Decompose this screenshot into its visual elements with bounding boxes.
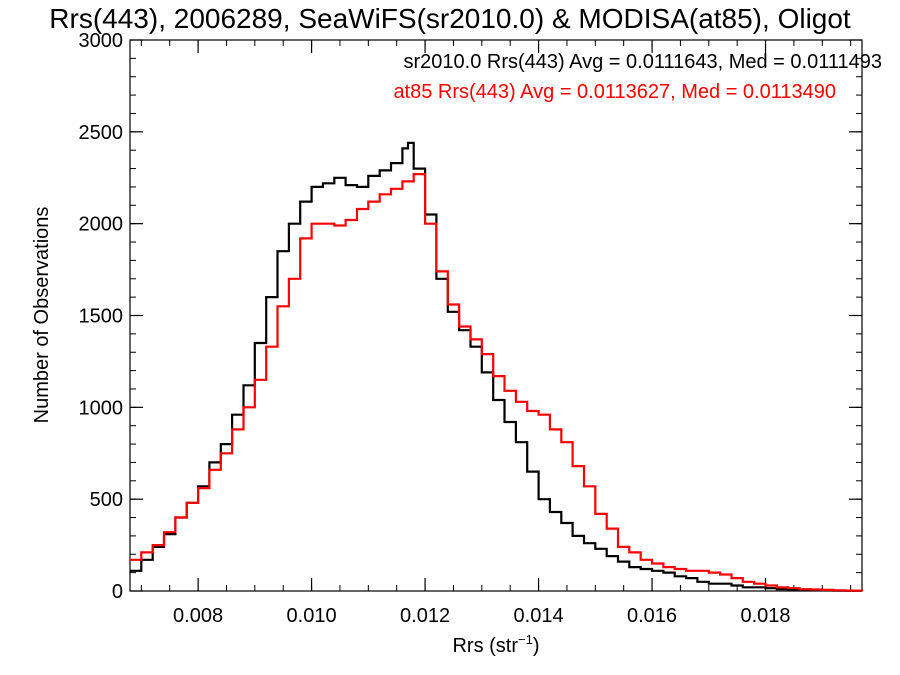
y-tick-label: 3000 (79, 30, 124, 52)
x-axis-label: Rrs (str−1) (452, 632, 539, 657)
x-axis-label-sup: −1 (518, 632, 533, 647)
x-axis-label-base: Rrs (str (452, 635, 518, 657)
x-axis-label-close: ) (533, 635, 540, 657)
y-tick-label: 0 (112, 581, 123, 603)
y-tick-label: 1000 (79, 397, 124, 419)
x-tick-label: 0.014 (514, 605, 564, 627)
y-tick-label: 2000 (79, 214, 124, 236)
plot-area (129, 39, 863, 592)
annotation-at85: at85 Rrs(443) Avg = 0.0113627, Med = 0.0… (393, 81, 836, 103)
x-tick-label: 0.010 (287, 605, 337, 627)
y-tick-label: 1500 (79, 306, 124, 328)
y-tick-label: 500 (90, 489, 123, 511)
x-tick-label: 0.008 (173, 605, 223, 627)
series-at85-line (130, 173, 864, 592)
plot-border (129, 39, 863, 592)
x-tick-label: 0.012 (400, 605, 450, 627)
x-tick-label: 0.016 (627, 605, 677, 627)
x-tick-labels: 0.008 0.010 0.012 0.014 0.016 0.018 (173, 605, 791, 627)
chart-title: Rrs(443), 2006289, SeaWiFS(sr2010.0) & M… (49, 3, 851, 34)
series-layer (130, 141, 864, 592)
y-tick-label: 2500 (79, 122, 124, 144)
annotation-sr2010: sr2010.0 Rrs(443) Avg = 0.0111643, Med =… (404, 51, 883, 73)
series-sr2010-line (130, 141, 864, 592)
y-tick-labels: 0 500 1000 1500 2000 2500 3000 (79, 30, 124, 603)
axis-ticks (130, 39, 862, 592)
y-axis-label: Number of Observations (31, 207, 53, 424)
x-tick-label: 0.018 (741, 605, 791, 627)
